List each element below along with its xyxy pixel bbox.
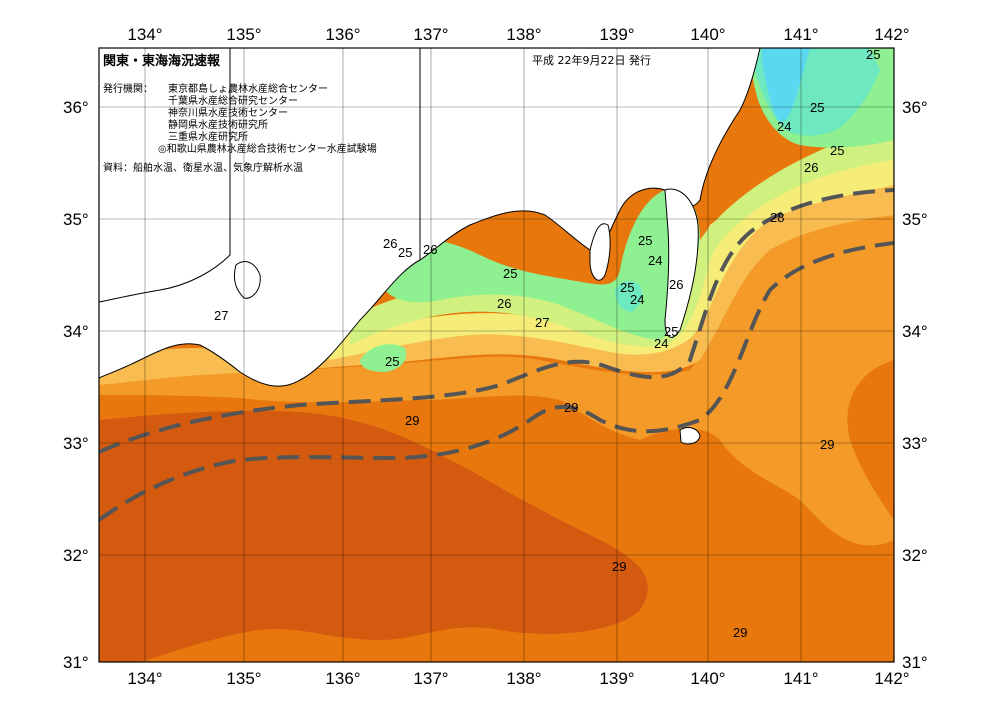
sst-zone-24-bay	[614, 280, 642, 312]
data-source: 資料：船舶水温、衛星水温、気象庁解析水温	[103, 161, 303, 174]
isotherm-label-25-sagami: 25	[638, 233, 652, 248]
isotherm-label-29-east: 29	[820, 437, 834, 452]
isotherm-label-25-kumano: 25	[385, 354, 399, 369]
lon-label-138-bottom: 138°	[506, 669, 541, 688]
isotherm-label-25-enshu: 25	[503, 266, 517, 281]
lat-label-34-right: 34°	[902, 322, 928, 341]
boso-peninsula	[664, 188, 699, 338]
awaji-island	[233, 261, 261, 299]
issuer-5: 三重県水産研究所	[168, 130, 248, 143]
isotherm-label-24-tokyo: 24	[654, 336, 668, 351]
lat-label-33-right: 33°	[902, 434, 928, 453]
issuer-3: 神奈川県水産技術センター	[168, 106, 288, 119]
isotherm-label-27-kii: 27	[214, 308, 228, 323]
isotherm-label-29-southeast: 29	[733, 625, 747, 640]
latitude-labels-right: 36° 35° 34° 33° 32° 31°	[902, 98, 928, 672]
sst-zone-25-east	[360, 344, 407, 372]
issuer-6: ◎和歌山県農林水産総合技術センター水産試験場	[158, 142, 377, 155]
isotherm-label-25-ise: 25	[398, 245, 412, 260]
lat-label-35-left: 35°	[63, 210, 89, 229]
isotherm-label-26-enshu: 26	[497, 296, 511, 311]
lon-label-136-top: 136°	[325, 25, 360, 44]
lat-label-36-right: 36°	[902, 98, 928, 117]
lat-label-35-right: 35°	[902, 210, 928, 229]
isotherm-label-25-north: 25	[810, 100, 824, 115]
issuer-label: 発行機関：	[103, 82, 153, 95]
isotherm-label-29-central: 29	[564, 400, 578, 415]
issuer-4: 静岡県水産技術研究所	[168, 118, 268, 131]
lat-label-32-left: 32°	[63, 546, 89, 565]
isotherm-label-27-enshu: 27	[535, 315, 549, 330]
lon-label-135-bottom: 135°	[226, 669, 261, 688]
isotherm-label-26-boso: 26	[669, 277, 683, 292]
isotherm-label-24-izu: 24	[630, 292, 644, 307]
lon-label-137-bottom: 137°	[413, 669, 448, 688]
lon-label-140-bottom: 140°	[690, 669, 725, 688]
isotherm-labels: 25 25 24 25 26 28 26 25 26 25 26 27 25 2…	[214, 47, 880, 640]
lon-label-134-bottom: 134°	[127, 669, 162, 688]
lon-label-141-top: 141°	[783, 25, 818, 44]
lat-label-31-left: 31°	[63, 653, 89, 672]
sst-zone-28	[99, 205, 894, 546]
isotherm-label-25-tokyo: 25	[664, 324, 678, 339]
lat-lon-grid	[99, 48, 894, 662]
map-title: 関東・東海海況速報	[103, 53, 221, 69]
lon-label-136-bottom: 136°	[325, 669, 360, 688]
lat-label-34-left: 34°	[63, 322, 89, 341]
longitude-labels-bottom: 134° 135° 136° 137° 138° 139° 140° 141° …	[127, 669, 909, 688]
izu-peninsula	[589, 223, 611, 281]
sst-zone-29-warm-pool	[99, 410, 648, 662]
map-header: 関東・東海海況速報 平成 22年9月22日 発行 発行機関： 東京都島しょ農林水…	[103, 53, 651, 174]
lat-label-32-right: 32°	[902, 546, 928, 565]
latitude-labels-left: 36° 35° 34° 33° 32° 31°	[63, 98, 89, 672]
isotherm-label-25-ne: 25	[866, 47, 880, 62]
longitude-labels-top: 134° 135° 136° 137° 138° 139° 140° 141° …	[127, 25, 909, 44]
isotherm-label-26-ise-1: 26	[383, 236, 397, 251]
temperature-field	[99, 48, 894, 662]
shikoku-coast	[99, 48, 231, 303]
issuer-2: 千葉県水産総合研究センター	[168, 94, 298, 107]
lat-label-33-left: 33°	[63, 434, 89, 453]
honshu-central	[419, 48, 761, 261]
lon-label-141-bottom: 141°	[783, 669, 818, 688]
lon-label-135-top: 135°	[226, 25, 261, 44]
isotherm-label-26-ise-2: 26	[423, 242, 437, 257]
isotherm-label-25-izu: 25	[620, 280, 634, 295]
kuroshio-axis-north	[99, 188, 894, 454]
lon-label-137-top: 137°	[413, 25, 448, 44]
isotherm-label-25-east: 25	[830, 143, 844, 158]
sst-zone-23	[762, 48, 810, 122]
isotherm-label-24-north: 24	[777, 119, 791, 134]
lon-label-139-top: 139°	[599, 25, 634, 44]
isotherm-label-26-east: 26	[804, 160, 818, 175]
isotherm-label-29-west: 29	[405, 413, 419, 428]
lon-label-142-top: 142°	[874, 25, 909, 44]
lon-label-142-bottom: 142°	[874, 669, 909, 688]
issue-date: 平成 22年9月22日 発行	[532, 53, 651, 67]
isotherm-label-29-south: 29	[612, 559, 626, 574]
isotherm-label-28-east: 28	[770, 210, 784, 225]
lon-label-138-top: 138°	[506, 25, 541, 44]
lat-label-31-right: 31°	[902, 653, 928, 672]
issuer-1: 東京都島しょ農林水産総合センター	[168, 82, 328, 95]
isotherm-label-24-sagami: 24	[648, 253, 662, 268]
lon-label-139-bottom: 139°	[599, 669, 634, 688]
lat-label-36-left: 36°	[63, 98, 89, 117]
lon-label-134-top: 134°	[127, 25, 162, 44]
lon-label-140-top: 140°	[690, 25, 725, 44]
map-frame	[98, 47, 895, 663]
izu-oshima	[679, 427, 701, 445]
